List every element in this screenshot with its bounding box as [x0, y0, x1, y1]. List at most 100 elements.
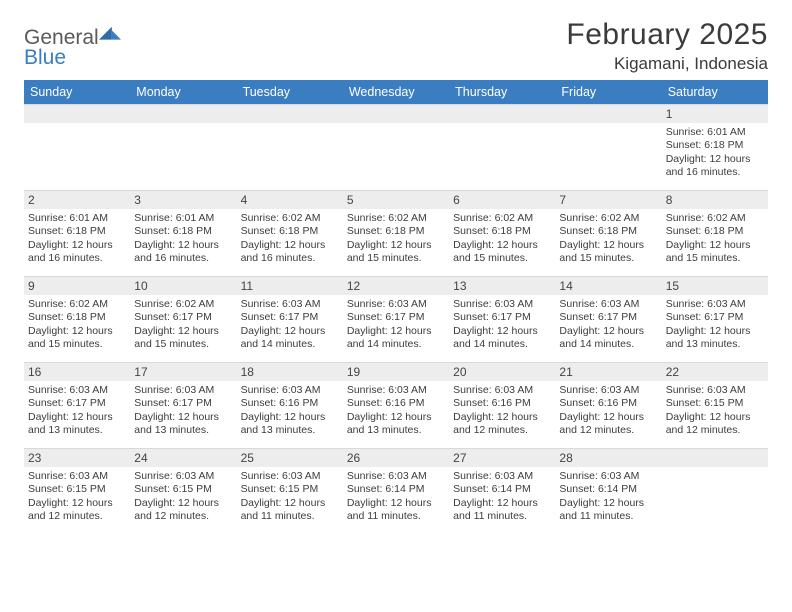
day-details: Sunrise: 6:03 AMSunset: 6:17 PMDaylight:… [134, 384, 232, 438]
sunset-line: Sunset: 6:18 PM [28, 225, 126, 238]
day-number: 6 [449, 190, 555, 209]
calendar-cell: 23Sunrise: 6:03 AMSunset: 6:15 PMDayligh… [24, 448, 130, 534]
day-details: Sunrise: 6:03 AMSunset: 6:14 PMDaylight:… [559, 470, 657, 524]
sunset-line: Sunset: 6:18 PM [666, 225, 764, 238]
calendar-cell [130, 104, 236, 190]
sunset-line: Sunset: 6:17 PM [241, 311, 339, 324]
sunrise-line: Sunrise: 6:03 AM [28, 470, 126, 483]
page-title: February 2025 [566, 18, 768, 52]
sunrise-line: Sunrise: 6:03 AM [241, 384, 339, 397]
sunrise-line: Sunrise: 6:01 AM [28, 212, 126, 225]
calendar-cell: 11Sunrise: 6:03 AMSunset: 6:17 PMDayligh… [237, 276, 343, 362]
sunset-line: Sunset: 6:16 PM [241, 397, 339, 410]
calendar-cell [24, 104, 130, 190]
sunset-line: Sunset: 6:17 PM [559, 311, 657, 324]
sunrise-line: Sunrise: 6:02 AM [134, 298, 232, 311]
day-details: Sunrise: 6:03 AMSunset: 6:16 PMDaylight:… [347, 384, 445, 438]
day-number [237, 104, 343, 123]
day-details: Sunrise: 6:01 AMSunset: 6:18 PMDaylight:… [28, 212, 126, 266]
calendar-cell: 13 Sunrise: 6:03 AMSunset: 6:17 PMDayligh… [449, 276, 555, 362]
daylight-line: Daylight: 12 hours and 15 minutes. [134, 325, 232, 352]
day-number: 23 [24, 448, 130, 467]
calendar-cell: 2Sunrise: 6:01 AMSunset: 6:18 PMDaylight… [24, 190, 130, 276]
day-number: 4 [237, 190, 343, 209]
calendar-cell [449, 104, 555, 190]
day-details: Sunrise: 6:01 AMSunset: 6:18 PMDaylight:… [134, 212, 232, 266]
sunrise-line: Sunrise: 6:02 AM [559, 212, 657, 225]
daylight-line: Daylight: 12 hours and 13 minutes. [241, 411, 339, 438]
weekday-header: Sunday [24, 80, 130, 104]
sunset-line: Sunset: 6:18 PM [453, 225, 551, 238]
sunset-line: Sunset: 6:15 PM [666, 397, 764, 410]
day-details: Sunrise: 6:03 AMSunset: 6:15 PMDaylight:… [241, 470, 339, 524]
day-details: Sunrise: 6:02 AMSunset: 6:17 PMDaylight:… [134, 298, 232, 352]
weekday-header: Wednesday [343, 80, 449, 104]
sunset-line: Sunset: 6:15 PM [28, 483, 126, 496]
calendar-cell: 28Sunrise: 6:03 AMSunset: 6:14 PMDayligh… [555, 448, 661, 534]
calendar-cell: 19Sunrise: 6:03 AMSunset: 6:16 PMDayligh… [343, 362, 449, 448]
daylight-line: Daylight: 12 hours and 16 minutes. [134, 239, 232, 266]
day-number: 27 [449, 448, 555, 467]
day-details: Sunrise: 6:03 AMSunset: 6:17 PMDaylight:… [559, 298, 657, 352]
daylight-line: Daylight: 12 hours and 15 minutes. [28, 325, 126, 352]
sunset-line: Sunset: 6:17 PM [134, 311, 232, 324]
calendar-cell [555, 104, 661, 190]
day-details: Sunrise: 6:03 AMSunset: 6:17 PMDaylight:… [28, 384, 126, 438]
sunrise-line: Sunrise: 6:02 AM [453, 212, 551, 225]
day-number: 15 [662, 276, 768, 295]
calendar-cell: 18Sunrise: 6:03 AMSunset: 6:16 PMDayligh… [237, 362, 343, 448]
calendar-cell: 10Sunrise: 6:02 AMSunset: 6:17 PMDayligh… [130, 276, 236, 362]
page-subtitle: Kigamani, Indonesia [566, 54, 768, 74]
sunrise-line: Sunrise: 6:03 AM [559, 384, 657, 397]
daylight-line: Daylight: 12 hours and 13 minutes. [347, 411, 445, 438]
day-details: Sunrise: 6:02 AMSunset: 6:18 PMDaylight:… [28, 298, 126, 352]
day-number: 25 [237, 448, 343, 467]
sunrise-line: Sunrise: 6:03 AM [241, 298, 339, 311]
day-details: Sunrise: 6:02 AMSunset: 6:18 PMDaylight:… [666, 212, 764, 266]
daylight-line: Daylight: 12 hours and 14 minutes. [453, 325, 551, 352]
day-details: Sunrise: 6:02 AMSunset: 6:18 PMDaylight:… [559, 212, 657, 266]
header: General Blue February 2025 Kigamani, Ind… [24, 18, 768, 74]
sunrise-line: Sunrise: 6:03 AM [453, 298, 551, 311]
calendar-cell: 5Sunrise: 6:02 AMSunset: 6:18 PMDaylight… [343, 190, 449, 276]
daylight-line: Daylight: 12 hours and 13 minutes. [134, 411, 232, 438]
daylight-line: Daylight: 12 hours and 14 minutes. [347, 325, 445, 352]
sunset-line: Sunset: 6:18 PM [28, 311, 126, 324]
daylight-line: Daylight: 12 hours and 11 minutes. [241, 497, 339, 524]
calendar-cell [343, 104, 449, 190]
day-number: 26 [343, 448, 449, 467]
daylight-line: Daylight: 12 hours and 15 minutes. [559, 239, 657, 266]
day-number: 1 [662, 104, 768, 123]
daylight-line: Daylight: 12 hours and 12 minutes. [559, 411, 657, 438]
day-details: Sunrise: 6:02 AMSunset: 6:18 PMDaylight:… [241, 212, 339, 266]
day-number: 22 [662, 362, 768, 381]
day-number: 7 [555, 190, 661, 209]
sunset-line: Sunset: 6:17 PM [453, 311, 551, 324]
calendar-cell: 12 Sunrise: 6:03 AMSunset: 6:17 PMDayligh… [343, 276, 449, 362]
sunset-line: Sunset: 6:17 PM [347, 311, 445, 324]
sunrise-line: Sunrise: 6:03 AM [666, 298, 764, 311]
sunrise-line: Sunrise: 6:03 AM [559, 470, 657, 483]
sunset-line: Sunset: 6:18 PM [347, 225, 445, 238]
day-details: Sunrise: 6:03 AMSunset: 6:17 PMDaylight:… [347, 298, 445, 352]
day-number: 9 [24, 276, 130, 295]
day-number [555, 104, 661, 123]
day-details: Sunrise: 6:02 AMSunset: 6:18 PMDaylight:… [347, 212, 445, 266]
daylight-line: Daylight: 12 hours and 12 minutes. [134, 497, 232, 524]
day-number: 13 [449, 276, 555, 295]
day-number: 11 [237, 276, 343, 295]
daylight-line: Daylight: 12 hours and 13 minutes. [28, 411, 126, 438]
calendar-cell: 7 Sunrise: 6:02 AMSunset: 6:18 PMDaylight… [555, 190, 661, 276]
calendar-cell: 8Sunrise: 6:02 AMSunset: 6:18 PMDaylight… [662, 190, 768, 276]
logo-text-blue: Blue [24, 47, 121, 68]
calendar-cell: 26Sunrise: 6:03 AMSunset: 6:14 PMDayligh… [343, 448, 449, 534]
day-number: 16 [24, 362, 130, 381]
daylight-line: Daylight: 12 hours and 15 minutes. [453, 239, 551, 266]
daylight-line: Daylight: 12 hours and 12 minutes. [453, 411, 551, 438]
calendar-cell: 9 Sunrise: 6:02 AMSunset: 6:18 PMDaylight… [24, 276, 130, 362]
calendar-cell [237, 104, 343, 190]
day-number [662, 448, 768, 467]
calendar-cell: 22Sunrise: 6:03 AMSunset: 6:15 PMDayligh… [662, 362, 768, 448]
day-number: 12 [343, 276, 449, 295]
day-number: 3 [130, 190, 236, 209]
